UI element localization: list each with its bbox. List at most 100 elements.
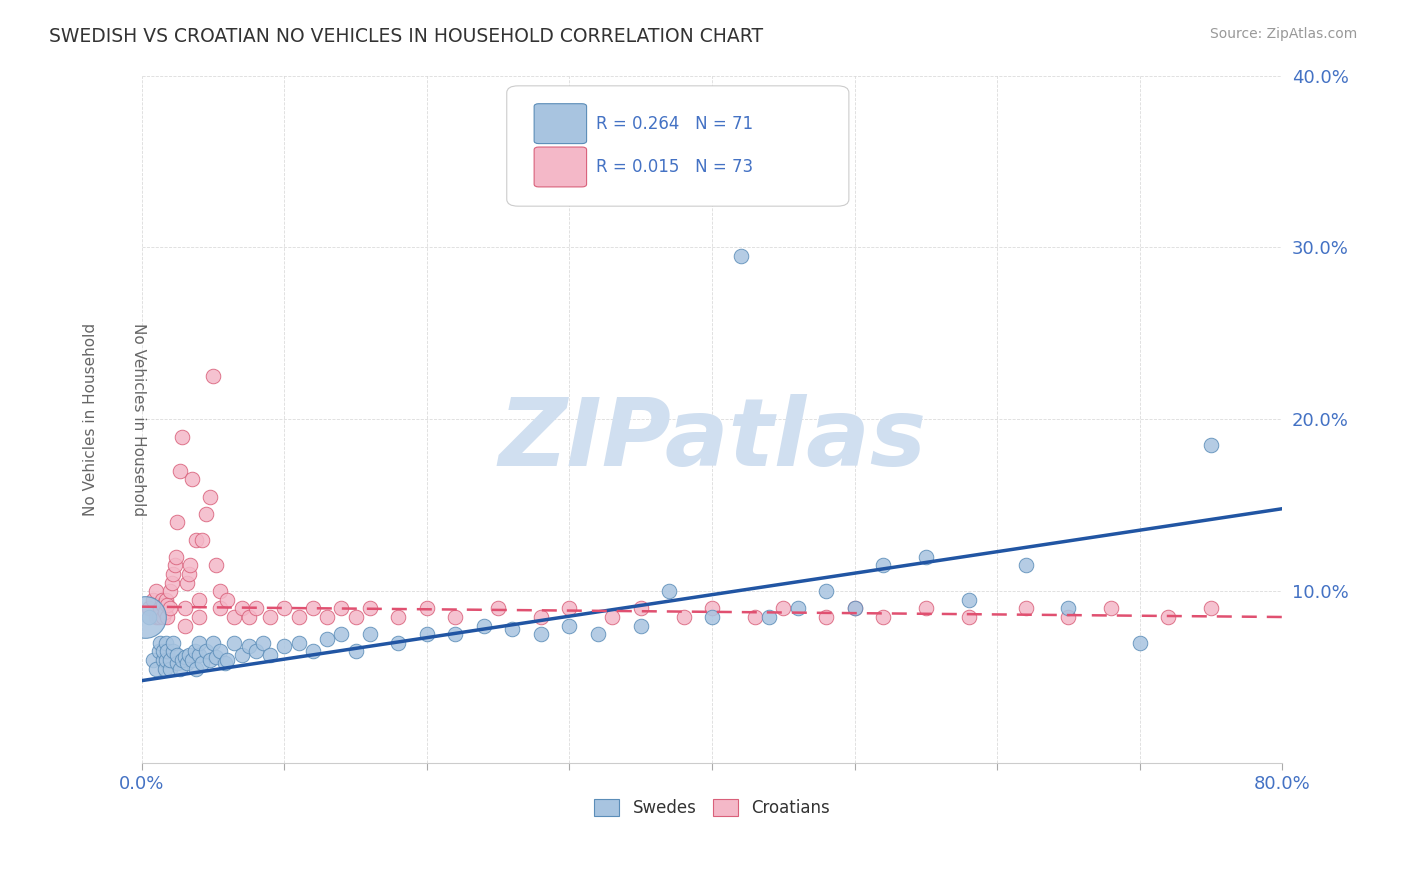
- Point: [359, 627, 381, 641]
- Point: [700, 601, 723, 615]
- Point: [187, 648, 209, 662]
- Point: [416, 627, 439, 641]
- Point: [387, 610, 409, 624]
- Point: [1099, 601, 1122, 615]
- Point: [558, 618, 581, 632]
- Point: [217, 653, 239, 667]
- Point: [259, 648, 281, 662]
- Point: [176, 657, 198, 671]
- Point: [302, 644, 325, 658]
- Text: No Vehicles in Household: No Vehicles in Household: [83, 323, 98, 516]
- Point: [330, 601, 353, 615]
- Point: [166, 648, 188, 662]
- Point: [1057, 610, 1080, 624]
- Point: [187, 592, 209, 607]
- Point: [134, 610, 156, 624]
- Legend: Swedes, Croatians: Swedes, Croatians: [588, 792, 837, 823]
- Point: [156, 644, 179, 658]
- Point: [844, 601, 866, 615]
- Point: [138, 601, 160, 615]
- Point: [772, 601, 794, 615]
- Point: [815, 584, 838, 599]
- Point: [152, 653, 174, 667]
- Point: [148, 644, 170, 658]
- Point: [344, 644, 367, 658]
- Point: [786, 601, 808, 615]
- Point: [1057, 601, 1080, 615]
- Point: [700, 610, 723, 624]
- Y-axis label: No Vehicles in Household: No Vehicles in Household: [131, 323, 146, 516]
- Point: [744, 610, 766, 624]
- Point: [217, 592, 239, 607]
- Point: [730, 249, 752, 263]
- Point: [586, 627, 609, 641]
- Point: [287, 636, 309, 650]
- Point: [444, 610, 467, 624]
- Point: [163, 558, 186, 573]
- Point: [145, 662, 167, 676]
- Point: [205, 558, 228, 573]
- Point: [173, 649, 195, 664]
- FancyBboxPatch shape: [534, 103, 586, 144]
- Point: [162, 567, 184, 582]
- Point: [173, 601, 195, 615]
- Point: [844, 601, 866, 615]
- Point: [142, 653, 165, 667]
- Text: R = 0.015   N = 73: R = 0.015 N = 73: [596, 158, 752, 176]
- Point: [1014, 601, 1036, 615]
- Point: [1157, 610, 1180, 624]
- Point: [273, 601, 295, 615]
- Point: [1014, 558, 1036, 573]
- Point: [187, 636, 209, 650]
- Point: [156, 610, 179, 624]
- Point: [359, 601, 381, 615]
- Point: [344, 610, 367, 624]
- Point: [205, 649, 228, 664]
- Point: [273, 639, 295, 653]
- Point: [214, 657, 236, 671]
- Point: [159, 662, 181, 676]
- Point: [169, 464, 191, 478]
- Point: [165, 549, 187, 564]
- Point: [150, 592, 173, 607]
- Point: [1199, 438, 1222, 452]
- Point: [209, 644, 232, 658]
- Point: [155, 592, 177, 607]
- Point: [224, 636, 246, 650]
- Point: [152, 610, 174, 624]
- Point: [166, 516, 188, 530]
- Point: [872, 558, 894, 573]
- Point: [195, 507, 218, 521]
- Point: [202, 636, 225, 650]
- Point: [162, 644, 184, 658]
- Point: [159, 584, 181, 599]
- Point: [149, 636, 172, 650]
- Point: [1199, 601, 1222, 615]
- Point: [180, 653, 202, 667]
- Point: [159, 653, 181, 667]
- Point: [187, 610, 209, 624]
- Point: [148, 610, 170, 624]
- Point: [245, 644, 267, 658]
- Point: [173, 618, 195, 632]
- Point: [238, 639, 260, 653]
- Point: [915, 601, 938, 615]
- Point: [231, 648, 253, 662]
- Point: [180, 473, 202, 487]
- Text: ZIPatlas: ZIPatlas: [498, 394, 927, 486]
- Point: [957, 592, 980, 607]
- Point: [202, 369, 225, 384]
- Point: [190, 533, 212, 547]
- Point: [672, 610, 695, 624]
- Point: [302, 601, 325, 615]
- Point: [170, 653, 193, 667]
- Point: [149, 601, 172, 615]
- Point: [252, 636, 274, 650]
- Point: [153, 662, 176, 676]
- Point: [145, 584, 167, 599]
- Point: [530, 610, 553, 624]
- Point: [145, 610, 167, 624]
- Point: [195, 644, 218, 658]
- Point: [176, 575, 198, 590]
- FancyBboxPatch shape: [534, 147, 586, 187]
